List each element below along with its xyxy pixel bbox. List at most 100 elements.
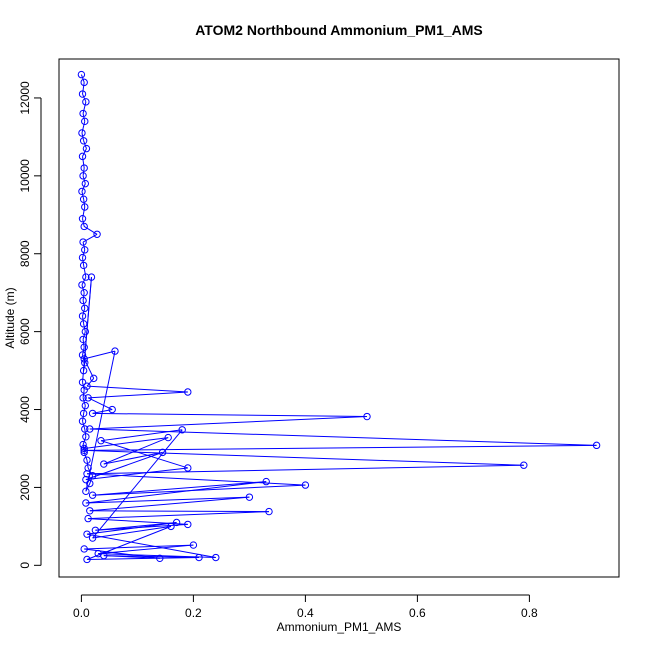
series-line-segment [82,156,85,169]
data-point [83,456,91,464]
data-point [79,195,88,203]
data-point [88,534,97,542]
data-point [86,425,94,433]
series-line-segment [82,331,86,340]
y-axis: 0 2000 4000 6000 8000 10000 12000 [18,81,42,569]
series-line-segment [83,140,87,149]
series-line-segment [82,413,85,422]
data-point [81,179,90,188]
series-line-segment [80,74,85,83]
data-point [97,436,105,445]
data-point [81,304,89,312]
data-point [78,253,87,262]
data-point [80,222,88,231]
series-line-segment [82,389,85,398]
data-point [80,355,88,363]
data-point [301,481,310,489]
x-tick-label: 0.0 [73,606,90,620]
x-tick-label: 0.2 [185,606,202,620]
data-point [79,296,87,305]
data-point [212,553,220,562]
series-line-segment [83,323,86,332]
data-point [93,230,101,238]
data-point [81,401,90,410]
series-line-segment [92,412,368,418]
y-tick-label: 6000 [18,318,32,345]
data-point [80,446,88,455]
data-point [80,164,88,172]
series-line-segment [82,397,86,406]
data-point [82,475,90,484]
data-point [189,541,198,549]
y-axis-label: Altitude (m) [3,287,17,348]
series-line-segment [82,249,86,258]
data-point [79,137,88,145]
data-point [80,288,88,297]
y-tick-label: 0 [18,562,32,569]
series-line-segment [81,183,86,192]
series-line-segment [86,533,216,559]
series-line-segment [82,257,85,266]
series-line-segment [85,481,267,504]
data-point [80,448,88,457]
data-point [78,214,87,223]
series-line-segment [82,93,87,103]
series-line-segment [82,148,87,157]
plot-area-frame [58,58,620,578]
series-line-segment [82,233,98,243]
y-tick-label: 10000 [18,159,32,193]
series-line-segment [82,277,92,383]
series-line-segment [83,265,87,278]
series-line-segment [85,451,163,481]
data-point [81,359,89,367]
series-line-segment [81,132,85,141]
data-point [79,172,87,180]
data-point [82,273,90,281]
data-point [80,545,88,553]
series-line-segment [81,191,85,200]
series-line-segment [89,428,597,446]
series-line-segment [82,444,85,453]
data-point [78,378,87,386]
series-line-segment [83,226,98,235]
y-tick-label: 2000 [18,474,32,501]
data-point [108,405,116,414]
data-point [79,394,87,402]
data-point [79,320,88,328]
series-line-segment [84,444,597,451]
series-line-segment [84,428,87,437]
series-line-segment [86,460,89,469]
data-point [195,553,203,562]
data-point [79,409,88,418]
data-point [592,441,601,450]
data-point [81,425,89,433]
series-line-segment [92,484,306,496]
series-line-segment [103,451,163,465]
series-line-segment [92,525,172,539]
data-point [78,129,86,137]
data-point [86,507,94,515]
data-point [80,78,88,87]
y-tick-label: 8000 [18,240,32,267]
y-tick-label: 12000 [18,81,32,115]
series-line-segment [103,437,169,465]
series-line-segment [82,241,86,250]
x-axis: 0.0 0.2 0.4 0.6 0.8 [73,594,538,620]
data-point [245,493,254,501]
data-point [82,144,91,153]
data-point [78,312,87,320]
series-line-segment [103,555,200,559]
series-line-segment [82,315,85,324]
series-line-segment [83,405,86,414]
data-point [178,426,186,434]
data-point [520,461,528,469]
series-line-segment [82,82,85,95]
y-tick-label: 4000 [18,396,32,423]
data-point [156,554,164,563]
series-line-segment [89,416,368,430]
data-series [77,70,601,564]
x-tick-label: 0.6 [409,606,426,620]
series-line-segment [86,557,200,560]
series-line-segment [83,199,86,208]
